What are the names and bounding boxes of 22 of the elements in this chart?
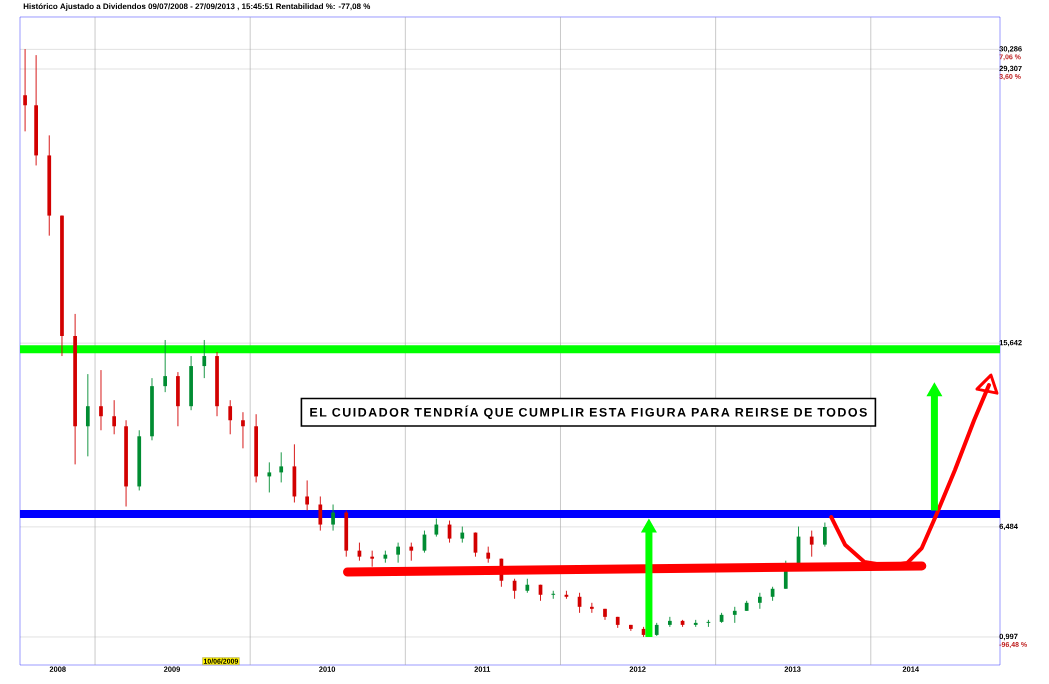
candlestick	[409, 542, 414, 562]
candlestick	[396, 542, 400, 564]
candlestick	[589, 602, 594, 614]
candlestick	[99, 369, 103, 431]
candlestick	[667, 616, 672, 628]
candlestick	[267, 461, 272, 493]
candlestick	[228, 399, 233, 435]
candlestick	[241, 411, 245, 449]
candlestick	[305, 479, 309, 511]
candlestick	[823, 522, 827, 548]
candlestick	[279, 451, 284, 483]
candlestick	[23, 48, 27, 132]
candlestick	[551, 590, 556, 600]
candlestick	[370, 550, 375, 568]
candlestick	[809, 530, 814, 558]
candlestick	[202, 339, 207, 379]
candlestick	[112, 399, 117, 435]
candlestick	[318, 496, 323, 532]
candlestick	[163, 339, 168, 393]
annotation: EL CUIDADOR TENDRÍA QUE CUMPLIR ESTA FIGURA PARA REIRSE DE TODOS	[310, 405, 867, 420]
candlestick	[331, 504, 335, 532]
candlestick	[85, 373, 90, 457]
